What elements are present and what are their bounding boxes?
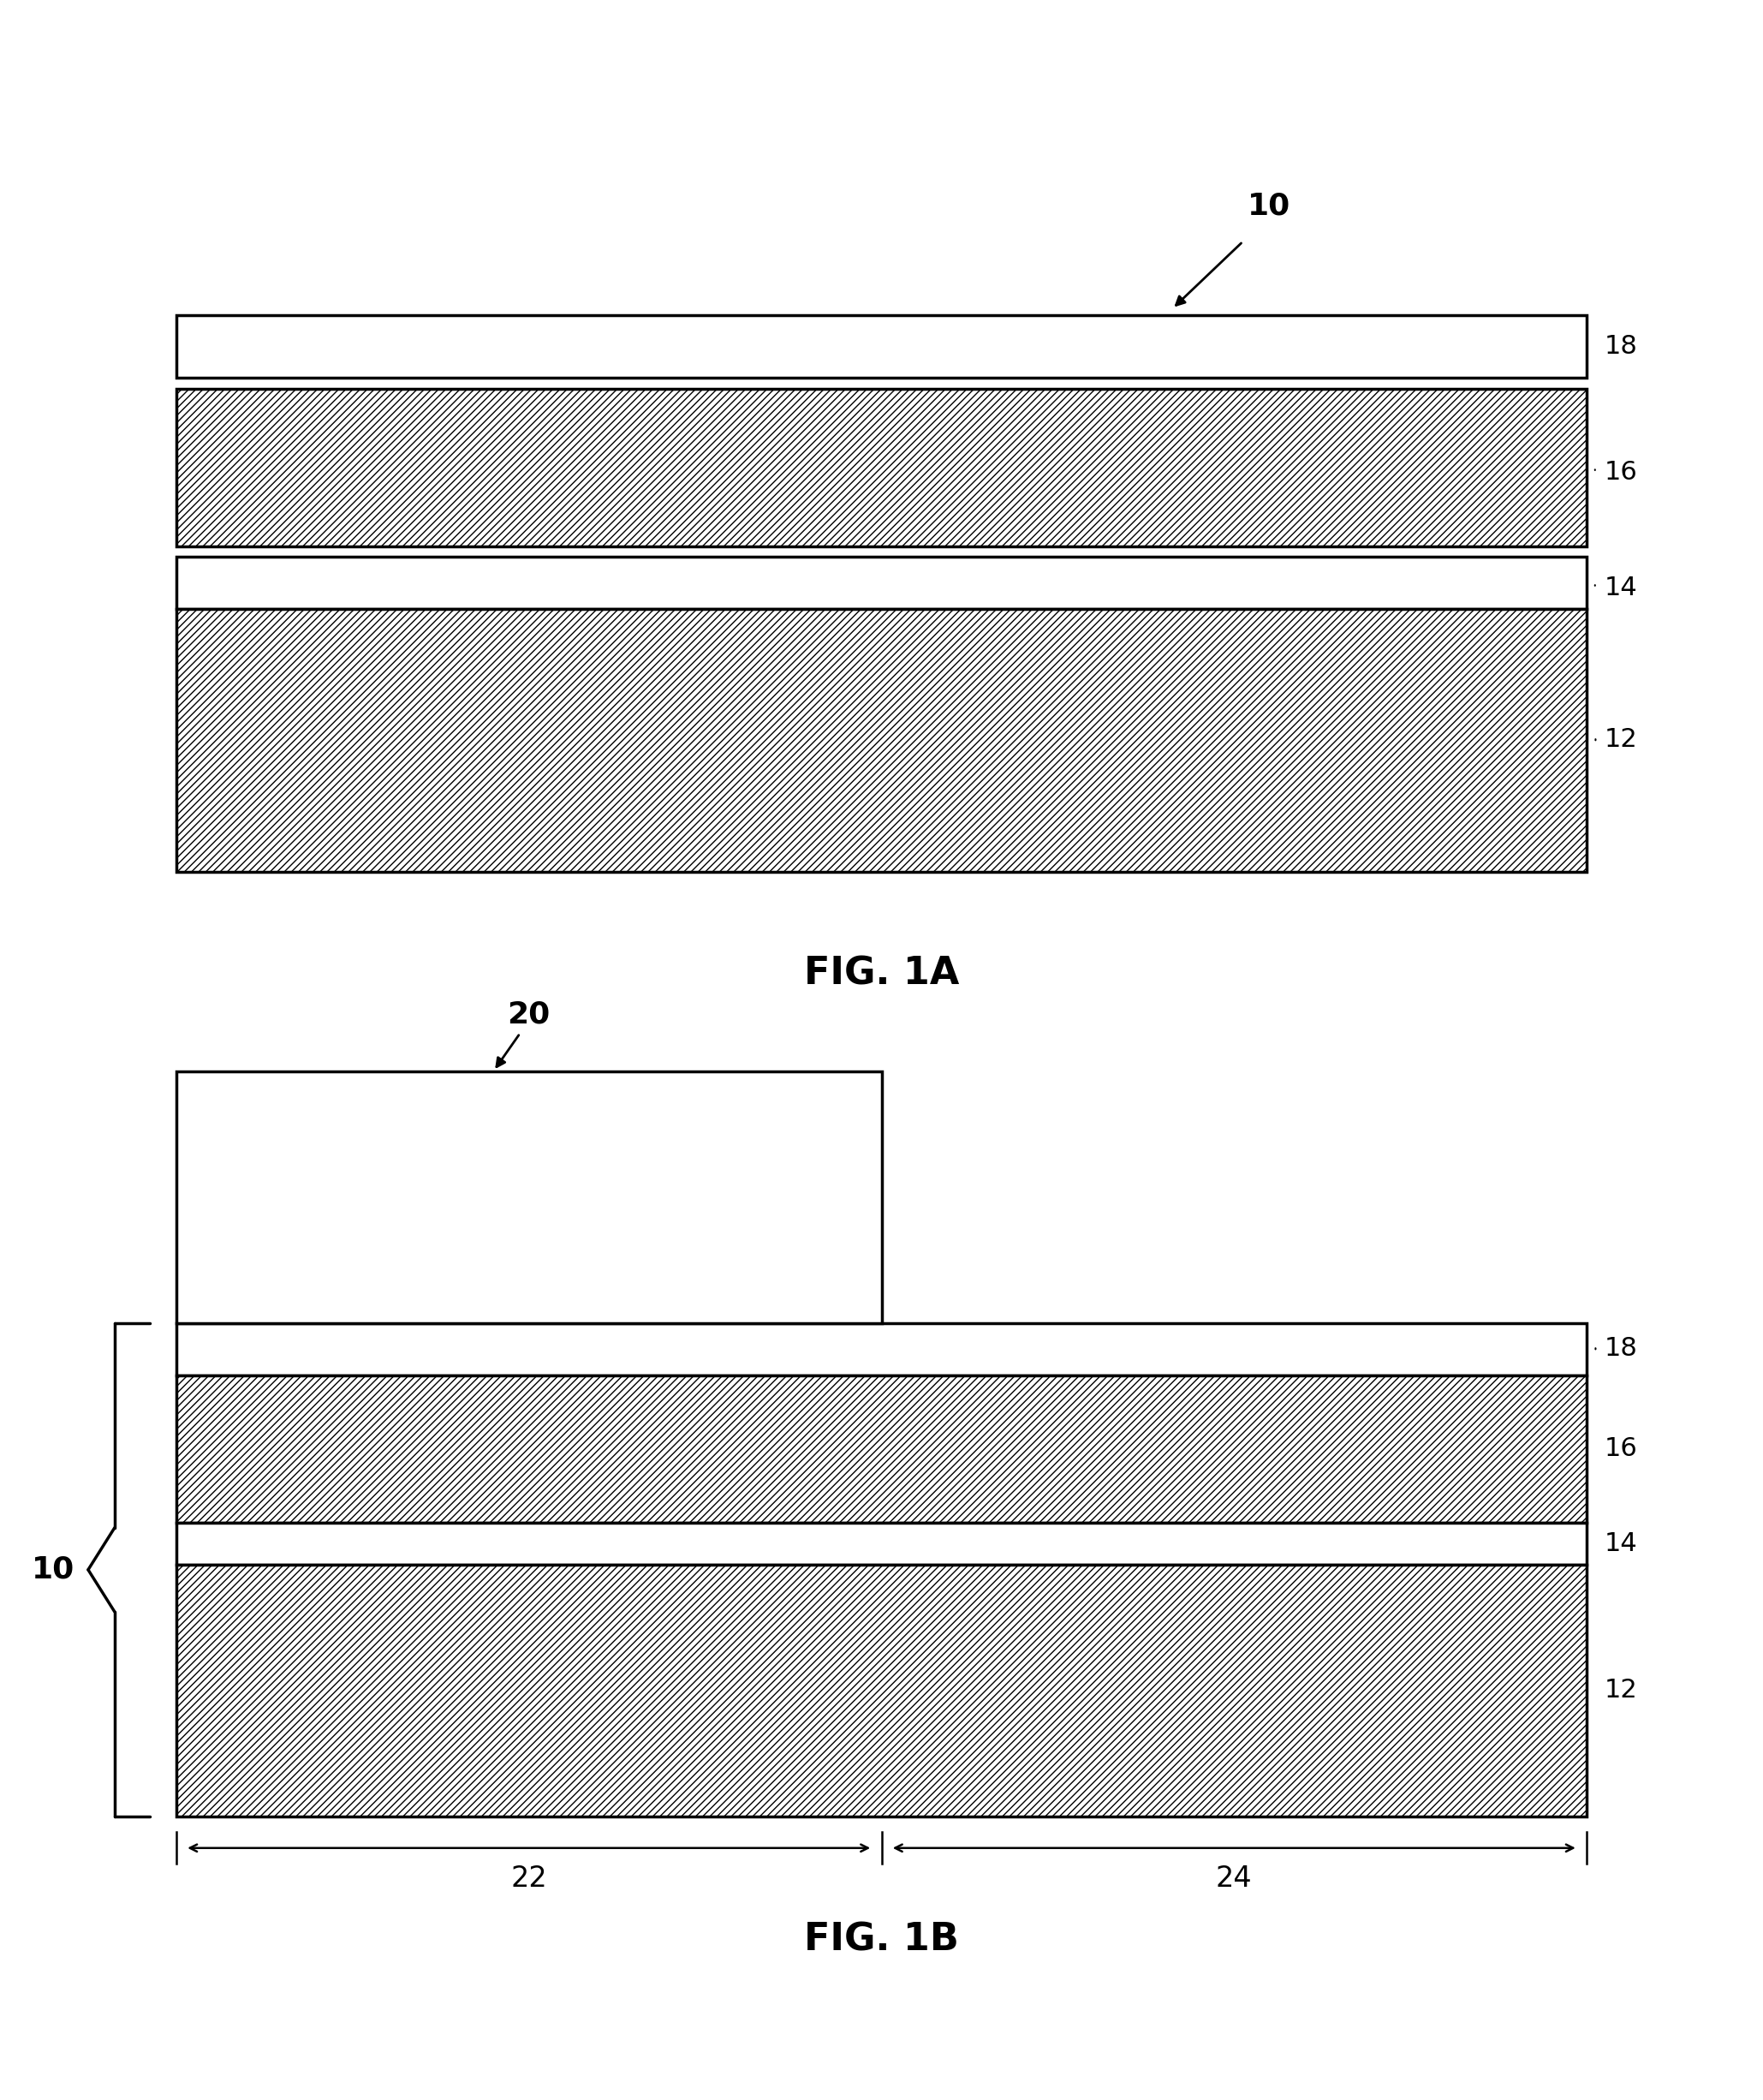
Bar — [176, 388, 1587, 546]
Text: 12: 12 — [1604, 727, 1638, 752]
Text: 22: 22 — [511, 1865, 547, 1892]
Text: FIG. 1B: FIG. 1B — [804, 1922, 959, 1959]
Bar — [176, 557, 1587, 609]
Bar — [176, 609, 1587, 872]
Bar — [176, 1071, 882, 1323]
Text: 14: 14 — [1604, 575, 1638, 601]
Text: 18: 18 — [1604, 1336, 1638, 1361]
Text: 20: 20 — [508, 1000, 550, 1029]
Text: 16: 16 — [1604, 1436, 1638, 1462]
Text: 14: 14 — [1604, 1531, 1638, 1556]
Text: 24: 24 — [1216, 1865, 1252, 1892]
Bar — [176, 315, 1587, 378]
Text: 10: 10 — [1248, 191, 1291, 220]
Text: 18: 18 — [1604, 334, 1638, 359]
Text: FIG. 1A: FIG. 1A — [804, 956, 959, 993]
Text: 12: 12 — [1604, 1678, 1638, 1703]
Bar — [176, 1522, 1587, 1564]
Text: 10: 10 — [32, 1556, 74, 1583]
Bar — [176, 1564, 1587, 1816]
Bar — [176, 1376, 1587, 1522]
Text: 16: 16 — [1604, 460, 1638, 485]
Bar — [176, 1323, 1587, 1376]
